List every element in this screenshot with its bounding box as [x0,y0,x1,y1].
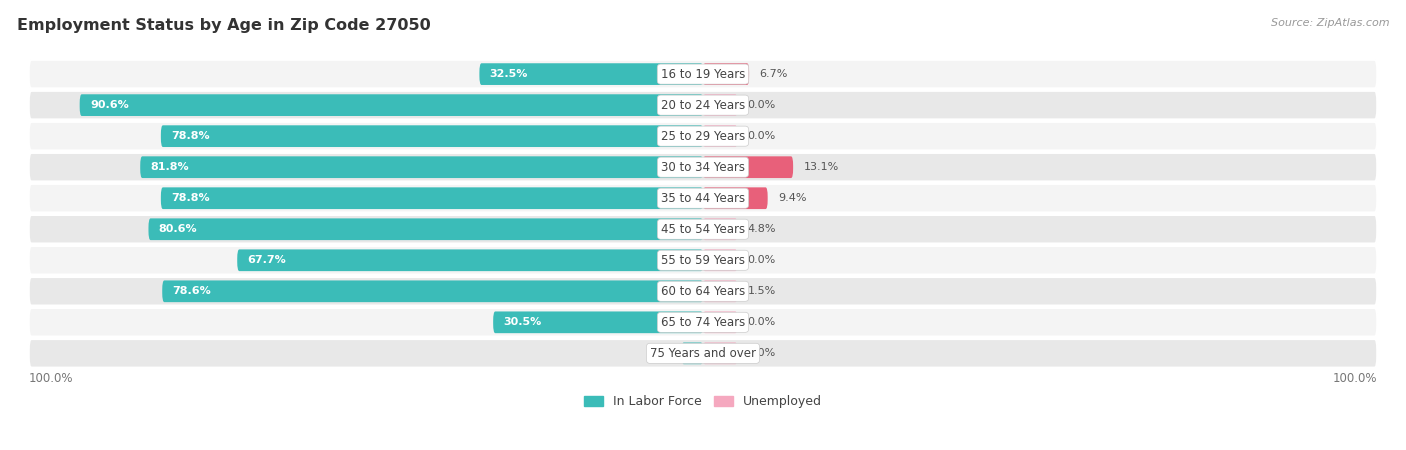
FancyBboxPatch shape [238,249,703,271]
FancyBboxPatch shape [703,125,737,147]
FancyBboxPatch shape [494,311,703,333]
Text: 45 to 54 Years: 45 to 54 Years [661,223,745,236]
FancyBboxPatch shape [703,63,749,85]
Text: 6.7%: 6.7% [759,69,787,79]
FancyBboxPatch shape [162,280,703,302]
Text: 100.0%: 100.0% [1333,372,1378,385]
FancyBboxPatch shape [28,184,1378,212]
FancyBboxPatch shape [28,60,1378,88]
Text: 78.8%: 78.8% [172,193,209,203]
FancyBboxPatch shape [682,342,703,364]
FancyBboxPatch shape [28,277,1378,306]
FancyBboxPatch shape [28,153,1378,181]
FancyBboxPatch shape [479,63,703,85]
Text: 30.5%: 30.5% [503,317,541,327]
Text: 20 to 24 Years: 20 to 24 Years [661,99,745,112]
FancyBboxPatch shape [160,125,703,147]
Text: 67.7%: 67.7% [247,255,287,265]
FancyBboxPatch shape [149,218,703,240]
FancyBboxPatch shape [703,249,737,271]
Text: 0.0%: 0.0% [748,100,776,110]
Text: Employment Status by Age in Zip Code 27050: Employment Status by Age in Zip Code 270… [17,18,430,33]
Text: 100.0%: 100.0% [28,372,73,385]
FancyBboxPatch shape [703,94,737,116]
Text: 3.1%: 3.1% [647,348,675,358]
FancyBboxPatch shape [703,311,737,333]
Text: Source: ZipAtlas.com: Source: ZipAtlas.com [1271,18,1389,28]
Text: 25 to 29 Years: 25 to 29 Years [661,130,745,143]
Text: 65 to 74 Years: 65 to 74 Years [661,316,745,329]
Text: 9.4%: 9.4% [778,193,807,203]
Text: 0.0%: 0.0% [748,131,776,141]
Text: 1.5%: 1.5% [748,286,776,296]
FancyBboxPatch shape [28,246,1378,274]
Text: 81.8%: 81.8% [150,162,190,172]
FancyBboxPatch shape [703,156,793,178]
FancyBboxPatch shape [28,308,1378,337]
Text: 13.1%: 13.1% [803,162,839,172]
Text: 0.0%: 0.0% [748,317,776,327]
FancyBboxPatch shape [80,94,703,116]
Text: 78.6%: 78.6% [173,286,211,296]
FancyBboxPatch shape [703,187,768,209]
FancyBboxPatch shape [160,187,703,209]
Text: 4.8%: 4.8% [748,224,776,234]
Text: 90.6%: 90.6% [90,100,129,110]
FancyBboxPatch shape [28,215,1378,243]
FancyBboxPatch shape [703,280,737,302]
Text: 0.0%: 0.0% [748,255,776,265]
Text: 32.5%: 32.5% [489,69,529,79]
Text: 55 to 59 Years: 55 to 59 Years [661,254,745,267]
Text: 16 to 19 Years: 16 to 19 Years [661,68,745,81]
FancyBboxPatch shape [28,339,1378,368]
Text: 60 to 64 Years: 60 to 64 Years [661,285,745,298]
Legend: In Labor Force, Unemployed: In Labor Force, Unemployed [579,390,827,413]
FancyBboxPatch shape [703,218,737,240]
FancyBboxPatch shape [703,342,737,364]
Text: 30 to 34 Years: 30 to 34 Years [661,161,745,174]
Text: 35 to 44 Years: 35 to 44 Years [661,192,745,205]
Text: 0.0%: 0.0% [748,348,776,358]
FancyBboxPatch shape [141,156,703,178]
FancyBboxPatch shape [28,122,1378,150]
Text: 80.6%: 80.6% [159,224,197,234]
FancyBboxPatch shape [28,91,1378,119]
Text: 75 Years and over: 75 Years and over [650,347,756,360]
Text: 78.8%: 78.8% [172,131,209,141]
